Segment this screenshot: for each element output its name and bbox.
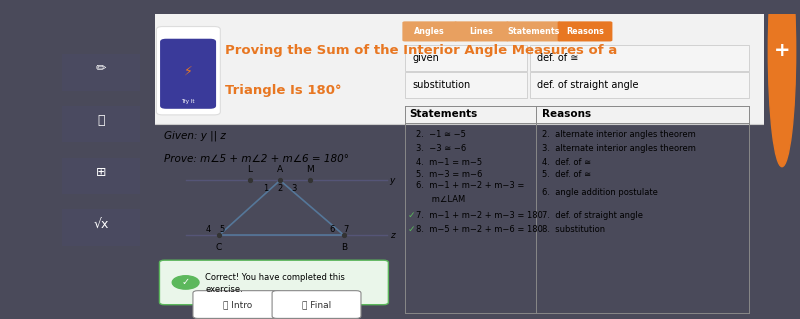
Text: 3: 3 bbox=[291, 183, 297, 192]
Text: 🔊 Final: 🔊 Final bbox=[302, 300, 331, 309]
FancyBboxPatch shape bbox=[62, 209, 140, 246]
Text: y: y bbox=[390, 176, 395, 185]
Text: 7.  def. of straight angle: 7. def. of straight angle bbox=[542, 211, 642, 220]
Text: ⚡: ⚡ bbox=[184, 64, 193, 77]
Text: Lines: Lines bbox=[470, 27, 494, 36]
Text: 2.  −1 ≅ −5: 2. −1 ≅ −5 bbox=[416, 130, 466, 139]
Text: Statements: Statements bbox=[507, 27, 559, 36]
Text: def. of straight angle: def. of straight angle bbox=[537, 80, 638, 90]
Text: 2: 2 bbox=[278, 183, 282, 192]
FancyBboxPatch shape bbox=[405, 72, 526, 98]
Text: L: L bbox=[247, 165, 252, 174]
Text: 3.  alternate interior angles theorem: 3. alternate interior angles theorem bbox=[542, 144, 696, 153]
FancyBboxPatch shape bbox=[506, 21, 561, 41]
Text: 2.  alternate interior angles theorem: 2. alternate interior angles theorem bbox=[542, 130, 695, 139]
Text: 3.  −3 ≅ −6: 3. −3 ≅ −6 bbox=[416, 144, 466, 153]
Text: Reasons: Reasons bbox=[542, 109, 591, 119]
FancyBboxPatch shape bbox=[159, 260, 388, 305]
Text: Triangle Is 180°: Triangle Is 180° bbox=[226, 84, 342, 97]
Text: 4: 4 bbox=[206, 225, 210, 234]
FancyBboxPatch shape bbox=[405, 45, 526, 71]
Text: ✓: ✓ bbox=[182, 278, 190, 287]
Text: Correct! You have completed this: Correct! You have completed this bbox=[205, 273, 345, 282]
FancyBboxPatch shape bbox=[157, 26, 220, 115]
FancyBboxPatch shape bbox=[530, 45, 749, 71]
Text: Prove: m∠5 + m∠2 + m∠6 = 180°: Prove: m∠5 + m∠2 + m∠6 = 180° bbox=[164, 154, 350, 164]
Text: exercise.: exercise. bbox=[205, 285, 243, 294]
Text: 4.  m−1 = m−5: 4. m−1 = m−5 bbox=[416, 158, 482, 167]
Text: 6: 6 bbox=[329, 225, 334, 234]
Text: 8.  substitution: 8. substitution bbox=[542, 225, 605, 234]
Text: Statements: Statements bbox=[410, 109, 478, 119]
Text: 5.  m−3 = m−6: 5. m−3 = m−6 bbox=[416, 170, 482, 179]
Text: ✏: ✏ bbox=[96, 63, 106, 76]
Text: 8.  m−5 + m−2 + m−6 = 180: 8. m−5 + m−2 + m−6 = 180 bbox=[416, 225, 542, 234]
FancyBboxPatch shape bbox=[155, 14, 764, 124]
Text: given: given bbox=[412, 53, 439, 63]
Text: 5: 5 bbox=[219, 225, 225, 234]
FancyBboxPatch shape bbox=[558, 21, 613, 41]
Text: 7: 7 bbox=[344, 225, 349, 234]
FancyBboxPatch shape bbox=[402, 21, 457, 41]
FancyBboxPatch shape bbox=[62, 106, 140, 142]
Circle shape bbox=[768, 0, 796, 167]
Circle shape bbox=[172, 276, 199, 289]
Text: Proving the Sum of the Interior Angle Measures of a: Proving the Sum of the Interior Angle Me… bbox=[226, 44, 618, 57]
FancyBboxPatch shape bbox=[272, 291, 361, 318]
Text: 6.  m−1 + m−2 + m−3 =: 6. m−1 + m−2 + m−3 = bbox=[416, 182, 524, 190]
Text: ✓: ✓ bbox=[407, 211, 414, 220]
Text: substitution: substitution bbox=[412, 80, 470, 90]
Text: ✓: ✓ bbox=[407, 225, 414, 234]
Text: Angles: Angles bbox=[414, 27, 445, 36]
Text: ⊞: ⊞ bbox=[96, 166, 106, 179]
Text: √x: √x bbox=[93, 218, 109, 231]
FancyBboxPatch shape bbox=[530, 72, 749, 98]
Text: 6.  angle addition postulate: 6. angle addition postulate bbox=[542, 188, 658, 197]
Text: +: + bbox=[774, 41, 790, 60]
Text: C: C bbox=[216, 243, 222, 252]
Text: B: B bbox=[341, 243, 347, 252]
FancyBboxPatch shape bbox=[454, 21, 509, 41]
FancyBboxPatch shape bbox=[62, 54, 140, 91]
FancyBboxPatch shape bbox=[160, 39, 216, 109]
Text: Try It: Try It bbox=[182, 99, 195, 104]
Text: A: A bbox=[277, 165, 283, 174]
Text: Given: y || z: Given: y || z bbox=[164, 131, 226, 141]
FancyBboxPatch shape bbox=[193, 291, 282, 318]
Text: m∠LAM: m∠LAM bbox=[416, 195, 465, 204]
Text: M: M bbox=[306, 165, 314, 174]
Text: Reasons: Reasons bbox=[566, 27, 604, 36]
Text: 🎧: 🎧 bbox=[97, 115, 105, 128]
Text: 5.  def. of ≅: 5. def. of ≅ bbox=[542, 170, 591, 179]
Text: 🔊 Intro: 🔊 Intro bbox=[222, 300, 252, 309]
Text: 7.  m−1 + m−2 + m−3 = 180: 7. m−1 + m−2 + m−3 = 180 bbox=[416, 211, 542, 220]
FancyBboxPatch shape bbox=[62, 158, 140, 194]
Text: 1: 1 bbox=[263, 183, 269, 192]
Text: 4.  def. of ≅: 4. def. of ≅ bbox=[542, 158, 591, 167]
Text: def. of ≅: def. of ≅ bbox=[537, 53, 578, 63]
Text: z: z bbox=[390, 231, 394, 240]
